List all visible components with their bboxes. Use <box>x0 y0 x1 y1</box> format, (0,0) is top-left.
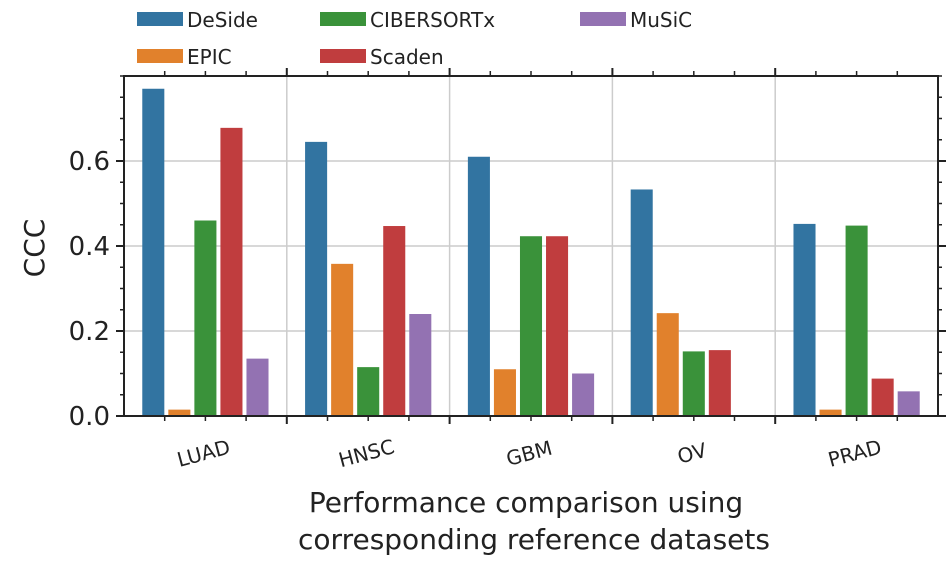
bar-deside-prad <box>793 223 816 416</box>
bar-epic-ov <box>656 313 679 416</box>
bar-deside-gbm <box>467 156 490 416</box>
bar-epic-luad <box>168 409 191 416</box>
bar-deside-luad <box>142 88 165 416</box>
bar-scaden-luad <box>220 127 243 416</box>
bar-scaden-hnsc <box>383 226 406 416</box>
y-tick-label: 0.2 <box>69 317 110 347</box>
x-axis-title-line-2: corresponding reference datasets <box>298 523 770 556</box>
axis-ticks <box>116 68 946 424</box>
bar-music-hnsc <box>409 314 432 416</box>
legend-swatch-scaden <box>320 49 366 63</box>
legend-label-deside: DeSide <box>187 8 258 32</box>
bar-music-luad <box>246 358 269 416</box>
bar-music-prad <box>897 391 920 416</box>
legend-label-cibersortx: CIBERSORTx <box>370 8 495 32</box>
bars <box>142 88 920 416</box>
x-tick-labels: LUAD HNSC GBM OV PRAD <box>174 434 884 472</box>
bar-deside-ov <box>630 189 653 416</box>
bar-epic-gbm <box>493 369 516 416</box>
y-tick-label: 0.0 <box>69 402 110 432</box>
legend-swatch-deside <box>137 12 183 26</box>
x-tick-label: OV <box>675 438 710 469</box>
bar-scaden-ov <box>708 350 731 416</box>
bar-deside-hnsc <box>305 141 328 416</box>
legend-label-scaden: Scaden <box>370 45 444 69</box>
bar-cibersortx-hnsc <box>357 367 380 416</box>
x-tick-label: HNSC <box>336 434 397 472</box>
bar-cibersortx-prad <box>845 225 868 416</box>
x-axis-title-line-1: Performance comparison using <box>309 486 743 519</box>
bar-epic-prad <box>819 409 842 416</box>
y-tick-label: 0.6 <box>69 147 110 177</box>
y-axis-title: CCC <box>18 219 51 278</box>
x-tick-label: PRAD <box>825 435 884 472</box>
y-tick-labels: 0.0 0.2 0.4 0.6 <box>69 147 110 432</box>
bar-music-gbm <box>572 373 595 416</box>
x-tick-label: GBM <box>504 436 555 471</box>
y-tick-label: 0.4 <box>69 232 110 262</box>
bar-epic-hnsc <box>331 263 354 416</box>
legend-swatch-music <box>580 12 626 26</box>
legend-label-epic: EPIC <box>187 45 232 69</box>
legend-swatch-cibersortx <box>320 12 366 26</box>
bar-scaden-prad <box>871 378 894 416</box>
legend: DeSide EPIC CIBERSORTx Scaden MuSiC <box>137 8 692 69</box>
bar-scaden-gbm <box>546 236 569 416</box>
bar-cibersortx-gbm <box>519 236 543 416</box>
bar-cibersortx-luad <box>194 220 217 416</box>
legend-label-music: MuSiC <box>630 8 692 32</box>
x-tick-label: LUAD <box>174 435 232 472</box>
bar-cibersortx-ov <box>682 351 705 416</box>
legend-swatch-epic <box>137 49 183 63</box>
